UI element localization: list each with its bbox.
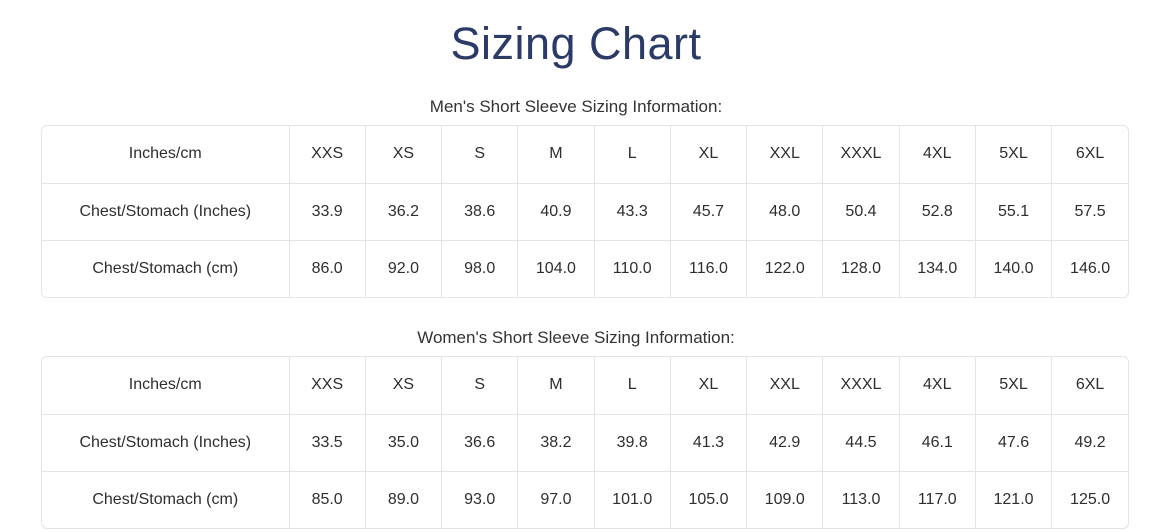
size-header-cell: L [593,357,671,414]
womens-sizing-table: Inches/cm XXS XS S M L XL XXL XXXL 4XL 5XL 6XL Chest… [42,357,1128,528]
size-value-cell: 43.3 [593,182,671,240]
row-label-cell: Inches/cm [128,145,202,163]
size-value-cell: 134.0 [898,239,976,297]
size-value-cell: 50.4 [822,182,900,240]
size-header-cell: M [517,357,595,414]
size-value-cell: 47.6 [974,413,1052,471]
womens-sizing-table-wrapper: Inches/cm XXS XS S M L XL XXL XXXL 4XL 5XL 6XL Chest… [41,356,1129,529]
row-label-cell: Inches/cm [128,376,202,394]
womens-sizing-section: Women's Short Sleeve Sizing Information:… [0,328,1152,529]
size-header-cell: XXS [288,126,366,183]
row-label-cell: Chest/Stomach (Inches) [42,182,289,240]
size-value-cell: 57.5 [1051,182,1128,240]
size-header-cell: XXL [746,357,823,414]
size-value-cell: 38.2 [517,413,595,471]
size-header-cell: 4XL [898,126,976,183]
size-header-cell: XXL [746,126,823,183]
table-row: Inches/cm XXS XS S M L XL XXL XXXL 4XL 5XL 6XL [42,357,1128,414]
size-value-cell: 38.6 [441,182,518,240]
size-value-cell: 48.0 [746,182,823,240]
table-row: Chest/Stomach (Inches) 33.9 36.2 38.6 40.9 43… [42,182,1128,240]
size-value-cell: 98.0 [441,239,518,297]
size-value-cell: 36.2 [364,182,442,240]
size-value-cell: 86.0 [288,239,366,297]
size-header-cell: 6XL [1051,357,1128,414]
size-value-cell: 140.0 [974,239,1052,297]
womens-section-heading: Women's Short Sleeve Sizing Information: [417,328,735,347]
size-header-cell: XS [364,126,442,183]
size-header-cell: L [593,126,671,183]
size-header-cell: S [441,357,518,414]
size-header-cell: 5XL [974,126,1052,183]
size-value-cell: 55.1 [974,182,1052,240]
size-value-cell: 121.0 [974,470,1052,528]
size-header-cell: XL [669,126,747,183]
mens-sizing-table-wrapper: Inches/cm XXS XS S M L XL XXL XXXL 4XL 5XL 6XL Chest… [41,125,1129,298]
size-value-cell: 110.0 [593,239,671,297]
table-row: Chest/Stomach (cm) 85.0 89.0 93.0 97.0 101.0 1… [42,470,1128,528]
size-value-cell: 44.5 [822,413,900,471]
size-value-cell: 116.0 [669,239,747,297]
mens-section-heading: Men's Short Sleeve Sizing Information: [429,97,723,116]
size-value-cell: 128.0 [822,239,900,297]
size-value-cell: 52.8 [898,182,976,240]
size-value-cell: 92.0 [364,239,442,297]
size-value-cell: 105.0 [669,470,747,528]
size-value-cell: 42.9 [746,413,823,471]
size-value-cell: 122.0 [746,239,823,297]
size-value-cell: 40.9 [517,182,595,240]
size-header-cell: 5XL [974,357,1052,414]
size-header-cell: 6XL [1051,126,1128,183]
size-value-cell: 49.2 [1051,413,1128,471]
size-value-cell: 125.0 [1051,470,1128,528]
size-header-cell: S [441,126,518,183]
size-value-cell: 85.0 [288,470,366,528]
size-header-cell: 4XL [898,357,976,414]
size-value-cell: 41.3 [669,413,747,471]
size-header-cell: XS [364,357,442,414]
size-value-cell: 101.0 [593,470,671,528]
size-header-cell: XXXL [822,357,900,414]
size-header-cell: XXS [288,357,366,414]
row-label-cell: Chest/Stomach (cm) [42,470,289,528]
size-header-cell: XXXL [822,126,900,183]
size-value-cell: 113.0 [822,470,900,528]
sizing-chart-page: Sizing Chart Men's Short Sleeve Sizing I… [0,18,1152,532]
size-header-cell: XL [669,357,747,414]
size-value-cell: 109.0 [746,470,823,528]
table-row: Inches/cm XXS XS S M L XL XXL XXXL 4XL 5XL 6XL [42,126,1128,183]
size-value-cell: 45.7 [669,182,747,240]
table-row: Chest/Stomach (cm) 86.0 92.0 98.0 104.0 110.0… [42,239,1128,297]
size-value-cell: 33.5 [288,413,366,471]
size-value-cell: 93.0 [441,470,518,528]
size-value-cell: 33.9 [288,182,366,240]
size-value-cell: 39.8 [593,413,671,471]
size-header-cell: M [517,126,595,183]
size-value-cell: 117.0 [898,470,976,528]
row-label-cell: Chest/Stomach (cm) [42,239,289,297]
size-value-cell: 89.0 [364,470,442,528]
mens-sizing-section: Men's Short Sleeve Sizing Information: I… [0,97,1152,298]
mens-sizing-table: Inches/cm XXS XS S M L XL XXL XXXL 4XL 5XL 6XL Chest… [42,126,1128,297]
size-value-cell: 46.1 [898,413,976,471]
size-value-cell: 104.0 [517,239,595,297]
size-value-cell: 36.6 [441,413,518,471]
size-value-cell: 146.0 [1051,239,1128,297]
table-row: Chest/Stomach (Inches) 33.5 35.0 36.6 38.2 39… [42,413,1128,471]
size-value-cell: 97.0 [517,470,595,528]
page-title: Sizing Chart [450,18,702,69]
size-value-cell: 35.0 [364,413,442,471]
row-label-cell: Chest/Stomach (Inches) [42,413,289,471]
